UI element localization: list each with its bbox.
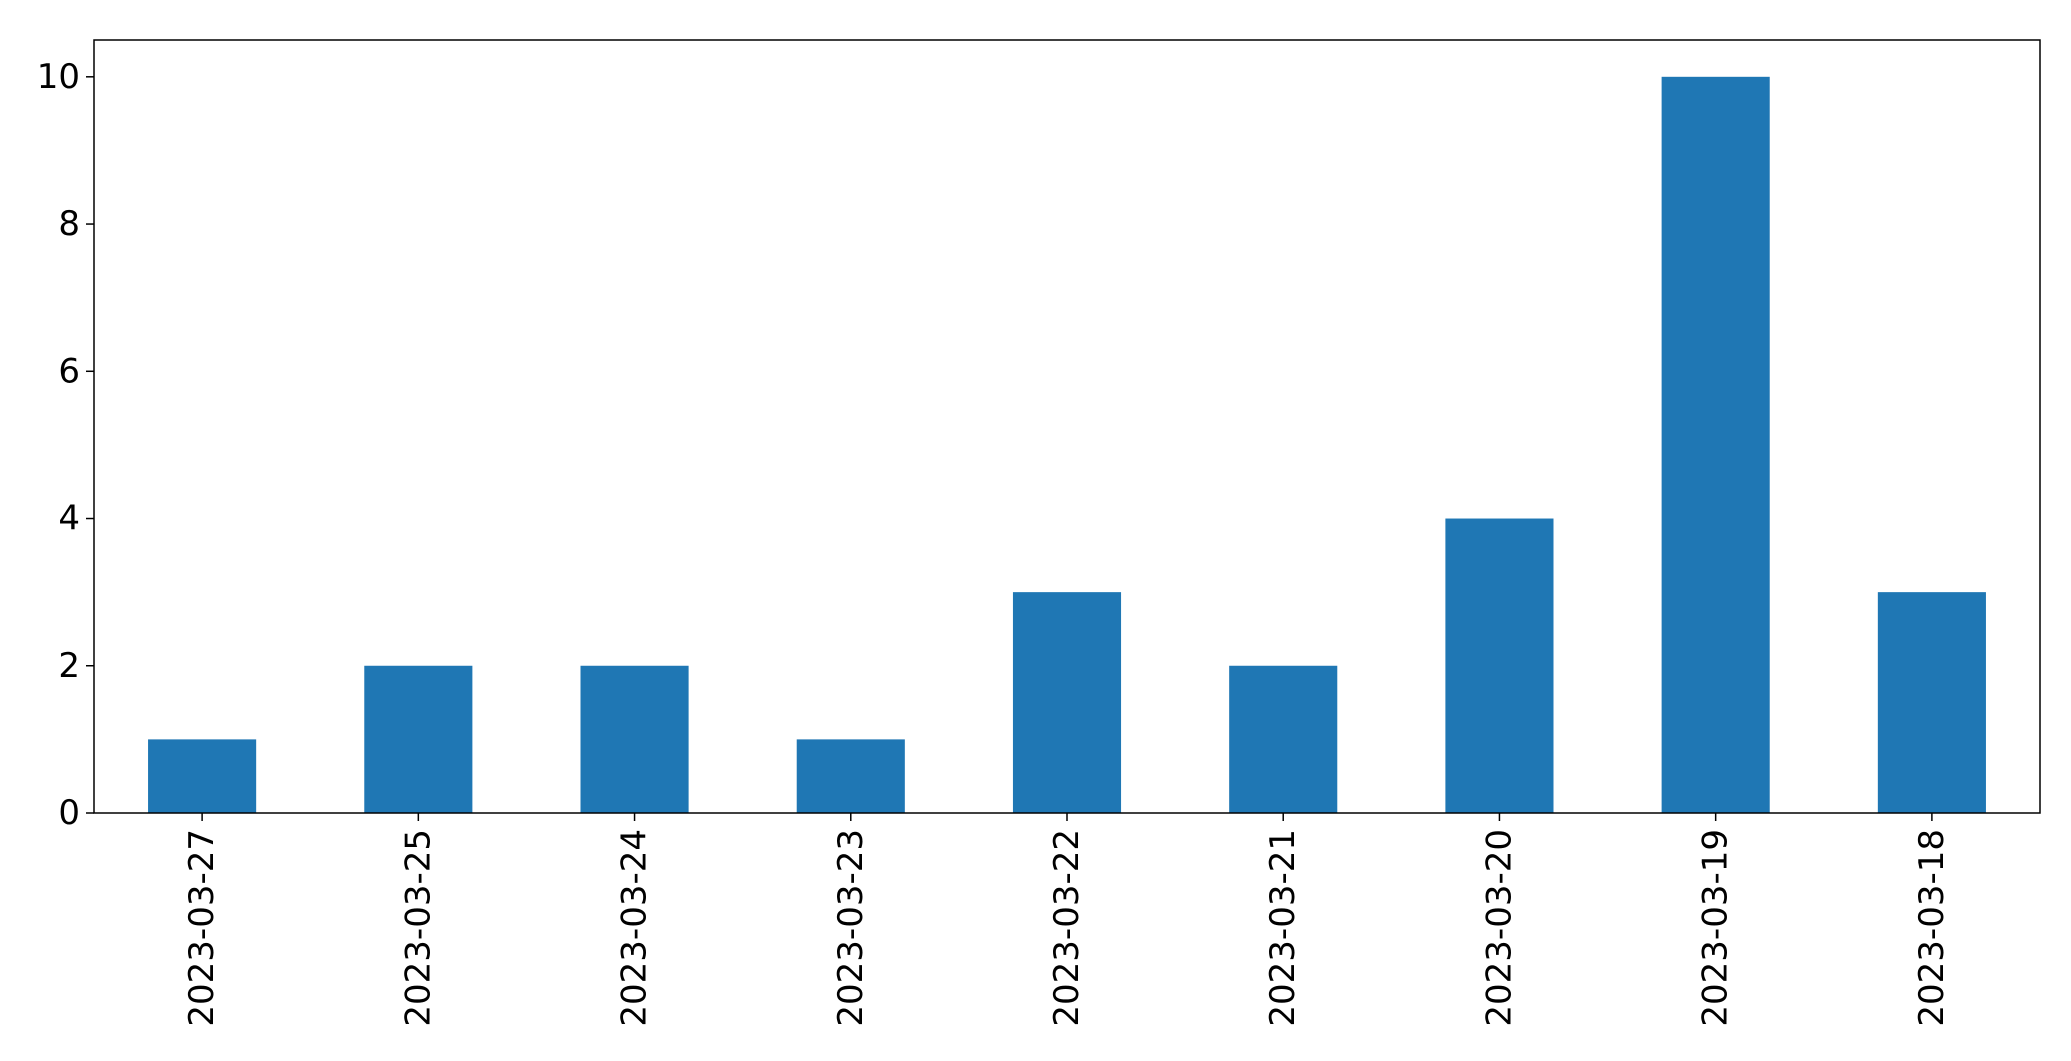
y-tick-label: 8: [58, 204, 80, 244]
bar-2023-03-27: [148, 739, 257, 813]
x-tick-label: 2023-03-22: [1047, 829, 1087, 1027]
y-tick-label: 2: [58, 646, 80, 686]
plot-frame: [93, 39, 2041, 814]
x-tick-label: 2023-03-18: [1912, 829, 1952, 1027]
x-tick-label: 2023-03-24: [615, 829, 655, 1027]
x-tick-label: 2023-03-23: [831, 829, 871, 1027]
y-tick-label: 10: [37, 57, 80, 97]
x-tick-label: 2023-03-21: [1263, 829, 1303, 1027]
bar-2023-03-20: [1445, 518, 1554, 813]
y-tick-label: 0: [58, 793, 80, 833]
x-tick-label: 2023-03-27: [182, 829, 222, 1027]
bar-2023-03-22: [1012, 592, 1122, 813]
bar-2023-03-19: [1661, 76, 1770, 814]
bar-2023-03-21: [1229, 665, 1338, 813]
bar-2023-03-23: [796, 739, 905, 813]
x-tick-label: 2023-03-25: [398, 829, 438, 1027]
y-tick-label: 4: [58, 499, 80, 539]
x-axis: 2023-03-27 2023-03-25 2023-03-24 2023-03-23…: [182, 813, 1952, 1027]
bars-group: [148, 76, 1986, 814]
x-tick-label: 2023-03-20: [1479, 829, 1519, 1027]
bar-2023-03-24: [580, 665, 689, 813]
y-axis: 0 2 4 6 8 10: [37, 57, 94, 833]
bar-2023-03-25: [364, 665, 473, 813]
x-tick-label: 2023-03-19: [1696, 829, 1736, 1027]
y-tick-label: 6: [58, 351, 80, 391]
bar-2023-03-18: [1877, 592, 1986, 813]
